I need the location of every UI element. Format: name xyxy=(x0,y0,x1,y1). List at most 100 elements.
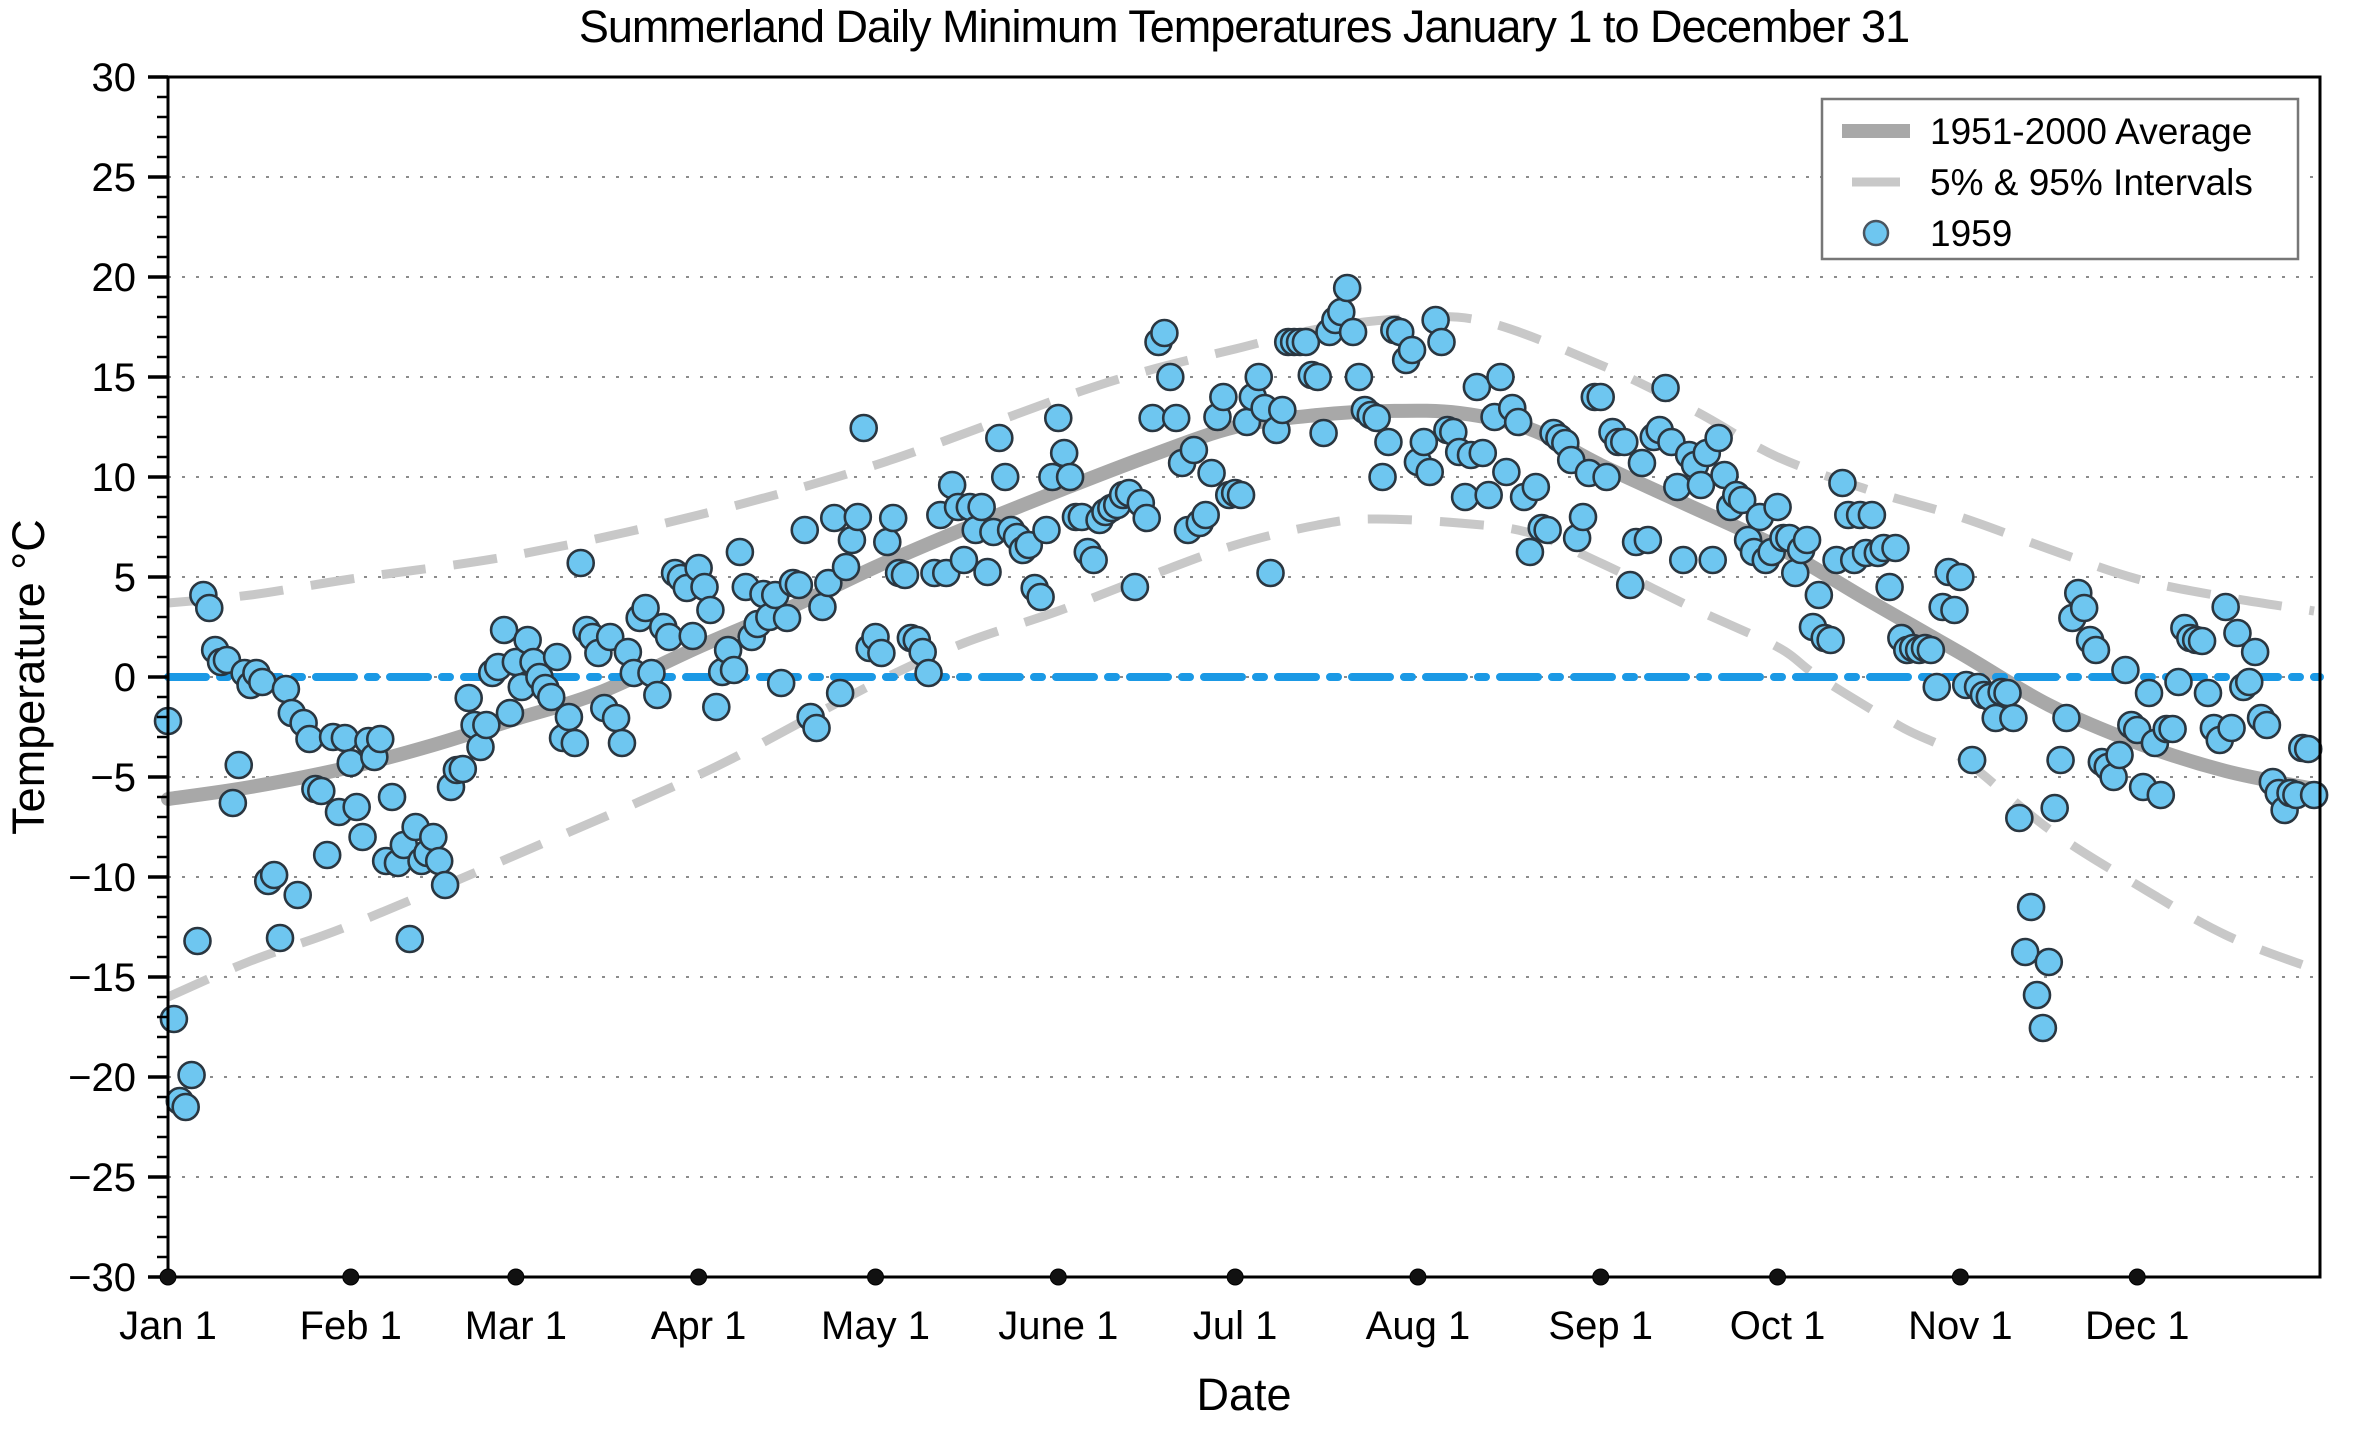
data-point-1959 xyxy=(472,710,501,740)
data-point-1959 xyxy=(2022,980,2052,1010)
data-point-1959 xyxy=(1999,703,2028,733)
data-point-1959 xyxy=(1922,672,1952,702)
y-tick-label-15: 15 xyxy=(92,356,137,400)
data-point-1959 xyxy=(1816,625,1845,655)
data-point-1959 xyxy=(1055,462,1085,492)
data-point-1959 xyxy=(2111,655,2140,685)
data-point-1959 xyxy=(2028,1013,2058,1043)
data-point-1959 xyxy=(159,1004,189,1034)
y-tick-label-20: 20 xyxy=(92,256,137,300)
data-point-1959 xyxy=(1291,327,1321,357)
data-point-1959 xyxy=(306,776,336,806)
data-point-1959 xyxy=(1303,362,1332,392)
y-tick-label-25: 25 xyxy=(92,156,137,200)
data-point-1959 xyxy=(1079,545,1108,575)
data-point-1959 xyxy=(601,703,631,733)
data-point-1959 xyxy=(1415,457,1445,487)
data-point-1959 xyxy=(2046,745,2075,775)
data-point-1959 xyxy=(878,503,908,533)
data-point-1959 xyxy=(1362,403,1391,433)
data-point-1959 xyxy=(365,724,395,754)
x-tick-label-Aug1: Aug 1 xyxy=(1366,1304,1471,1348)
data-point-1959 xyxy=(1161,403,1191,433)
data-point-1959 xyxy=(1468,438,1498,468)
data-point-1959 xyxy=(2299,780,2329,810)
data-point-1959 xyxy=(2223,618,2252,648)
data-point-1959 xyxy=(265,923,295,953)
month-dot-Nov1 xyxy=(1951,1268,1969,1286)
data-point-1959 xyxy=(1138,403,1167,433)
data-point-1959 xyxy=(1946,562,1975,592)
y-tick-label--30: −30 xyxy=(68,1256,136,1300)
data-point-1959 xyxy=(171,1092,200,1122)
data-point-1959 xyxy=(949,545,979,575)
data-point-1959 xyxy=(890,560,920,590)
data-point-1959 xyxy=(1651,373,1680,403)
data-point-1959 xyxy=(2069,593,2099,623)
data-point-1959 xyxy=(2034,947,2064,977)
data-point-1959 xyxy=(631,593,660,623)
data-point-1959 xyxy=(536,682,566,712)
legend: 1951-2000 Average 5% & 95% Intervals 195… xyxy=(1820,97,2300,261)
data-point-1959 xyxy=(283,880,313,910)
data-point-1959 xyxy=(454,683,483,713)
legend-label-average: 1951-2000 Average xyxy=(1930,111,2252,152)
data-point-1959 xyxy=(1486,362,1515,392)
data-point-1959 xyxy=(1474,480,1503,510)
x-tick-label-May1: May 1 xyxy=(821,1304,930,1348)
data-point-1959 xyxy=(872,527,902,557)
data-point-1959 xyxy=(1397,335,1427,365)
data-point-1959 xyxy=(1503,407,1533,437)
data-point-1959 xyxy=(678,621,708,651)
data-point-1959 xyxy=(914,658,943,688)
data-point-1959 xyxy=(990,462,1020,492)
data-point-1959 xyxy=(342,792,371,822)
data-point-1959 xyxy=(814,568,843,598)
data-point-1959 xyxy=(1197,458,1226,488)
data-point-1959 xyxy=(1049,438,1079,468)
data-point-1959 xyxy=(218,788,248,818)
x-tick-label-Apr1: Apr 1 xyxy=(651,1304,747,1348)
y-tick-label-30: 30 xyxy=(92,56,137,100)
data-point-1959 xyxy=(194,593,224,623)
data-point-1959 xyxy=(2234,667,2264,697)
data-point-1959 xyxy=(1857,500,1887,530)
x-tick-label-Oct1: Oct 1 xyxy=(1730,1304,1826,1348)
data-point-1959 xyxy=(1191,500,1220,530)
data-point-1959 xyxy=(1533,515,1562,545)
y-tick-label-5: 5 xyxy=(114,556,136,600)
data-point-1959 xyxy=(1409,427,1439,457)
data-point-1959 xyxy=(1462,372,1492,402)
month-dot-Jan1 xyxy=(159,1268,177,1286)
data-point-1959 xyxy=(2040,793,2069,823)
data-point-1959 xyxy=(566,548,596,578)
data-point-1959 xyxy=(2016,892,2046,922)
data-point-1959 xyxy=(2134,678,2164,708)
data-point-1959 xyxy=(1032,515,1061,545)
data-point-1959 xyxy=(1515,537,1545,567)
data-point-1959 xyxy=(448,754,478,784)
data-point-1959 xyxy=(495,698,525,728)
data-point-1959 xyxy=(784,570,814,600)
axis-ticks xyxy=(148,75,168,1279)
x-tick-label-Feb1: Feb 1 xyxy=(300,1304,402,1348)
legend-label-1959: 1959 xyxy=(1930,213,2012,254)
data-point-1959 xyxy=(1957,745,1987,775)
data-point-1959 xyxy=(2252,710,2282,740)
data-point-1959 xyxy=(766,668,796,698)
data-point-1959 xyxy=(790,515,820,545)
data-point-1959 xyxy=(1521,472,1551,502)
data-point-1959 xyxy=(1828,468,1857,498)
month-dot-Jul1 xyxy=(1226,1268,1244,1286)
scatter-points-1959 xyxy=(153,273,2329,1122)
data-point-1959 xyxy=(725,537,755,567)
data-point-1959 xyxy=(849,413,879,443)
data-point-1959 xyxy=(1368,462,1397,492)
data-point-1959 xyxy=(330,723,360,753)
data-point-1959 xyxy=(2240,637,2270,667)
data-point-1959 xyxy=(1374,427,1403,457)
data-point-1959 xyxy=(654,622,684,652)
data-point-1959 xyxy=(1344,362,1374,392)
